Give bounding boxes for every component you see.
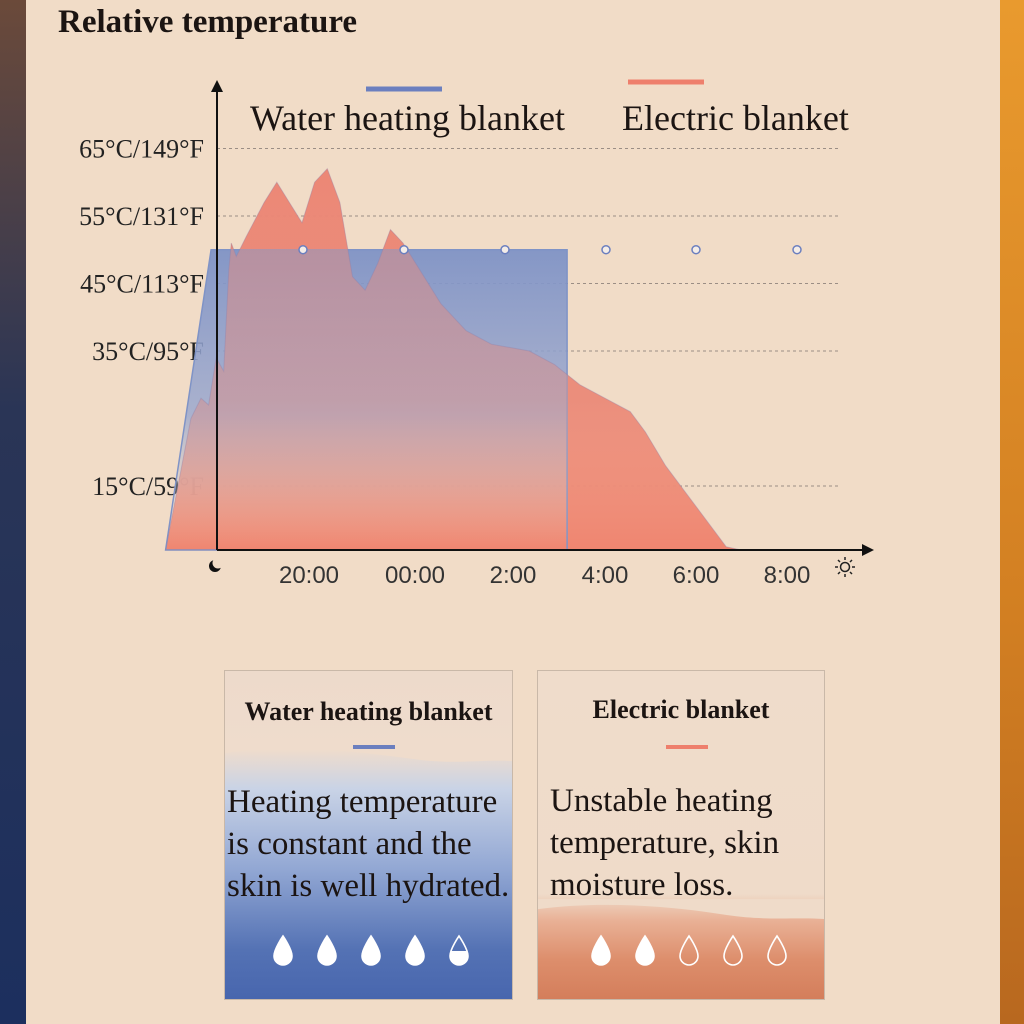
legend-line-electric — [666, 745, 708, 749]
moon-icon — [209, 557, 224, 572]
legend-line-water — [353, 745, 395, 749]
y-tick-label: 45°C/113°F — [80, 269, 204, 298]
card-description: Unstable heating temperature, skin moist… — [550, 780, 779, 906]
x-tick-label: 8:00 — [764, 562, 811, 589]
legend-label-electric: Electric blanket — [622, 98, 849, 138]
water-drop-icon — [723, 934, 743, 966]
card-text-line: Heating temperature — [227, 784, 498, 820]
water-drop-icon — [679, 934, 699, 966]
left-edge-strip — [0, 0, 26, 1024]
y-tick-label: 35°C/95°F — [92, 337, 204, 366]
legend-label-water: Water heating blanket — [250, 98, 565, 138]
card-text-line: skin is well hydrated. — [227, 868, 510, 904]
data-point-marker — [399, 244, 409, 255]
x-tick-label: 20:00 — [279, 562, 339, 589]
card-text-line: Unstable heating — [550, 783, 773, 819]
water-drop-icon — [317, 934, 337, 966]
card-wave-top — [225, 743, 512, 762]
card-description: Heating temperature is constant and the … — [227, 781, 509, 907]
temperature-chart: 15°C/59°F35°C/95°F45°C/113°F55°C/131°F65… — [79, 79, 874, 589]
data-point-marker — [500, 244, 510, 255]
data-point-marker — [792, 244, 802, 255]
y-tick-label: 55°C/131°F — [79, 202, 204, 231]
data-point-marker — [601, 244, 611, 255]
water-drop-icon — [635, 934, 655, 966]
card-title: Electric blanket — [592, 695, 770, 724]
card-text-line: temperature, skin — [550, 825, 780, 861]
right-edge-strip — [1000, 0, 1024, 1024]
card-wave-bottom — [538, 899, 824, 919]
data-point-marker — [691, 244, 701, 255]
water-drop-icon — [361, 934, 381, 966]
water-drop-icon — [273, 934, 293, 966]
card-title: Water heating blanket — [244, 697, 493, 726]
x-tick-label: 00:00 — [385, 562, 445, 589]
electric-blanket-card: Electric blanket Unstable heating temper… — [537, 670, 825, 1000]
card-text-line: is constant and the — [227, 826, 472, 862]
x-tick-label: 2:00 — [490, 562, 537, 589]
water-drop-icon — [591, 934, 611, 966]
y-tick-label: 65°C/149°F — [79, 134, 204, 163]
series-electric-area — [164, 167, 742, 551]
data-point-marker — [298, 244, 308, 255]
sun-icon — [835, 557, 855, 577]
water-drop-icon — [449, 934, 469, 966]
water-drop-icon — [405, 934, 425, 966]
card-text-line: moisture loss. — [550, 867, 734, 903]
x-tick-label: 4:00 — [582, 562, 629, 589]
x-tick-label: 6:00 — [673, 562, 720, 589]
water-drop-icon — [767, 934, 787, 966]
water-blanket-card: Water heating blanket Heating temperatur… — [224, 670, 513, 1000]
page-title: Relative temperature — [58, 4, 358, 40]
